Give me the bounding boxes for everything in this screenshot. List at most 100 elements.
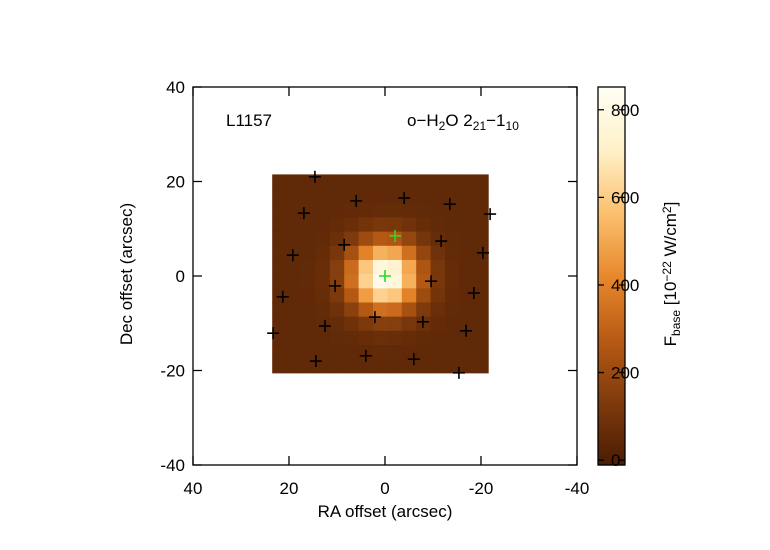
colorbar-segment xyxy=(598,364,625,368)
heatmap-cell xyxy=(286,245,302,260)
heatmap-cell xyxy=(459,202,475,218)
colorbar-segment xyxy=(598,172,625,176)
heatmap-cell xyxy=(445,301,460,317)
heatmap-cell xyxy=(373,174,388,190)
colorbar-segment xyxy=(598,121,625,126)
annotation: L1157 xyxy=(226,111,272,130)
colorbar-segment xyxy=(598,241,625,246)
colorbar-segment xyxy=(598,288,625,293)
heatmap-cell xyxy=(401,216,417,232)
heatmap-cell xyxy=(445,316,460,331)
heatmap-cell xyxy=(387,188,403,204)
colorbar-segment xyxy=(598,266,625,271)
colorbar-segment xyxy=(598,354,625,359)
heatmap-cell xyxy=(473,301,489,317)
heatmap-cell xyxy=(459,358,475,374)
colorbar-segment xyxy=(598,383,625,387)
heatmap-cell xyxy=(358,301,374,317)
heatmap-cell xyxy=(329,344,345,360)
heatmap-cell xyxy=(473,316,489,331)
heatmap-cell xyxy=(344,330,360,346)
heatmap-cell xyxy=(358,202,374,218)
heatmap-cell xyxy=(445,287,460,303)
colorbar-segment xyxy=(598,414,625,419)
colorbar-segment xyxy=(598,209,625,214)
heatmap-cell xyxy=(329,301,345,317)
colorbar-segment xyxy=(598,313,625,318)
colorbar-frame xyxy=(597,86,626,466)
heatmap-cell xyxy=(315,358,331,374)
colorbar-segment xyxy=(598,225,625,230)
heatmap-cell xyxy=(329,216,345,232)
y-tick-label: 40 xyxy=(166,78,185,97)
marker xyxy=(297,207,310,220)
colorbar-segment xyxy=(598,213,625,217)
colorbar-segment xyxy=(598,342,625,346)
heatmap-cell xyxy=(315,216,331,232)
heatmap-cell xyxy=(344,188,360,204)
colorbar-tick-label: 0 xyxy=(611,451,620,470)
heatmap-cell xyxy=(286,358,302,374)
heatmap-cell xyxy=(315,273,331,289)
heatmap-cell xyxy=(344,301,360,317)
heatmap-cell xyxy=(286,202,302,218)
heatmap-cell xyxy=(373,231,388,246)
colorbar-segment xyxy=(598,332,625,337)
colorbar-segment xyxy=(598,118,625,123)
heatmap-cell xyxy=(416,202,432,218)
label-part: O 2 xyxy=(445,111,472,130)
label-part: 10 xyxy=(506,119,520,133)
heatmap-cell xyxy=(401,174,417,190)
heatmap-cell xyxy=(416,188,432,204)
heatmap-cell xyxy=(473,358,489,374)
label-part: 2 xyxy=(439,119,446,133)
colorbar-segment xyxy=(598,272,625,277)
label-part: −1 xyxy=(486,111,505,130)
heatmap-cell xyxy=(301,174,316,190)
label-part: o−H xyxy=(407,111,439,130)
colorbar-segment xyxy=(598,307,625,312)
heatmap-cell xyxy=(401,202,417,218)
heatmap-cell xyxy=(315,344,331,360)
marker xyxy=(476,246,489,259)
heatmap-cell xyxy=(445,231,460,246)
heatmap-cell xyxy=(387,287,403,303)
heatmap-cell xyxy=(430,174,446,190)
marker xyxy=(319,320,331,333)
colorbar-tick-label: 200 xyxy=(611,364,639,383)
marker xyxy=(435,235,448,248)
heatmap-cell xyxy=(315,301,331,317)
heatmap-cell xyxy=(387,316,403,331)
heatmap-cell xyxy=(473,188,489,204)
marker xyxy=(467,287,480,300)
heatmap-cell xyxy=(329,259,345,275)
colorbar-segment xyxy=(598,411,625,416)
marker xyxy=(286,249,299,262)
heatmap-cell xyxy=(344,344,360,360)
heatmap-cell xyxy=(329,231,345,246)
heatmap-cell xyxy=(430,316,446,331)
colorbar-segment xyxy=(598,323,625,327)
colorbar-segment xyxy=(598,105,625,110)
colorbar-segment xyxy=(598,405,625,409)
heatmap-cell xyxy=(373,273,388,289)
heatmap-cell xyxy=(315,287,331,303)
heatmap-cell xyxy=(358,216,374,232)
label-part: 21 xyxy=(473,119,487,133)
heatmap-cell xyxy=(473,202,489,218)
colorbar-segment xyxy=(598,156,625,161)
label-part: [10 xyxy=(661,282,680,310)
heatmap-cell xyxy=(272,273,288,289)
heatmap-cell xyxy=(430,301,446,317)
heatmap-cell xyxy=(301,273,316,289)
heatmap-cell xyxy=(416,231,432,246)
heatmap-cell xyxy=(301,358,316,374)
heatmap-cell xyxy=(416,344,432,360)
colorbar-segment xyxy=(598,124,625,129)
colorbar-segment xyxy=(598,282,625,287)
heatmap-cell xyxy=(272,188,288,204)
heatmap-cell xyxy=(445,216,460,232)
heatmap-cell xyxy=(329,202,345,218)
heatmap-cell xyxy=(473,231,489,246)
colorbar-segment xyxy=(598,339,625,343)
